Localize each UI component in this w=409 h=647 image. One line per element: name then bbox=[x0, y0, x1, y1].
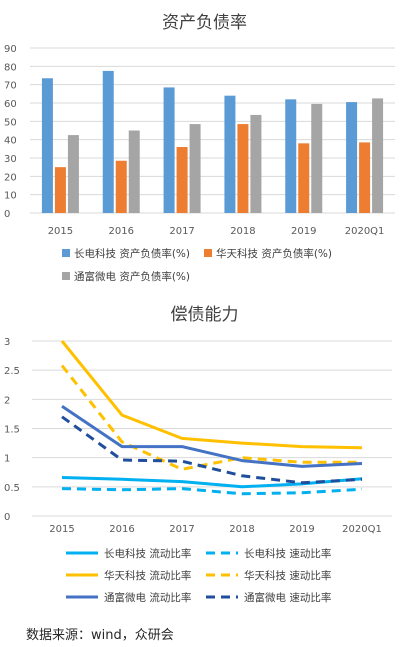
bar bbox=[102, 70, 114, 214]
y-tick-label: 20 bbox=[4, 172, 17, 183]
bar bbox=[67, 135, 79, 213]
series-line bbox=[61, 405, 363, 468]
bar bbox=[163, 87, 175, 213]
x-tick-label: 2020Q1 bbox=[342, 524, 382, 535]
x-tick-label: 2016 bbox=[109, 226, 134, 237]
bar bbox=[54, 167, 66, 213]
series-line bbox=[61, 487, 363, 496]
y-tick-label: 0.5 bbox=[4, 483, 20, 494]
legend-swatch bbox=[204, 249, 212, 257]
bar bbox=[176, 147, 188, 213]
legend-label: 长电科技 速动比率 bbox=[244, 547, 331, 560]
y-tick-label: 0 bbox=[4, 209, 10, 220]
legend-label: 通富微电 资产负债率(%) bbox=[74, 270, 190, 283]
y-tick-label: 80 bbox=[4, 62, 17, 73]
y-tick-label: 30 bbox=[4, 154, 17, 165]
y-tick-label: 10 bbox=[4, 191, 17, 202]
data-source-note: 数据来源：wind，众研会 bbox=[26, 628, 174, 643]
bar bbox=[41, 78, 53, 213]
y-tick-label: 90 bbox=[4, 44, 17, 55]
y-tick-label: 3 bbox=[4, 337, 10, 348]
legend-label: 华天科技 资产负债率(%) bbox=[216, 247, 332, 260]
legend-label: 华天科技 流动比率 bbox=[104, 569, 191, 582]
y-tick-label: 60 bbox=[4, 99, 17, 110]
legend-label: 长电科技 资产负债率(%) bbox=[74, 247, 190, 260]
bar bbox=[285, 99, 297, 213]
series-line bbox=[60, 364, 362, 471]
x-tick-label: 2018 bbox=[229, 524, 254, 535]
x-tick-label: 2018 bbox=[230, 226, 255, 237]
chart-title-solvency: 偿债能力 bbox=[170, 305, 239, 325]
y-tick-label: 0 bbox=[4, 512, 10, 523]
y-tick-label: 50 bbox=[4, 117, 17, 128]
bar bbox=[346, 102, 358, 213]
chart-title-debt-ratio: 资产负债率 bbox=[162, 13, 247, 33]
bar bbox=[128, 130, 140, 213]
x-tick-label: 2019 bbox=[291, 226, 316, 237]
legend-swatch bbox=[62, 272, 70, 280]
x-tick-label: 2017 bbox=[169, 524, 194, 535]
bar bbox=[311, 103, 323, 213]
y-tick-label: 1 bbox=[4, 454, 10, 465]
bar bbox=[237, 124, 249, 213]
x-tick-label: 2019 bbox=[289, 524, 314, 535]
y-tick-label: 70 bbox=[4, 81, 17, 92]
x-tick-label: 2015 bbox=[48, 226, 73, 237]
y-tick-label: 40 bbox=[4, 136, 17, 147]
legend-label: 长电科技 流动比率 bbox=[104, 547, 191, 560]
x-tick-label: 2020Q1 bbox=[345, 226, 385, 237]
bar bbox=[189, 124, 201, 213]
bar bbox=[224, 95, 236, 213]
series-line bbox=[60, 340, 363, 450]
series-line bbox=[61, 476, 363, 489]
series-line bbox=[61, 415, 363, 485]
bar bbox=[372, 98, 384, 213]
y-tick-label: 1.5 bbox=[4, 425, 20, 436]
x-tick-label: 2015 bbox=[49, 524, 74, 535]
x-tick-label: 2017 bbox=[169, 226, 194, 237]
legend-label: 通富微电 速动比率 bbox=[244, 591, 331, 604]
bar bbox=[359, 142, 371, 213]
legend-label: 华天科技 速动比率 bbox=[244, 569, 331, 582]
bar bbox=[250, 114, 262, 213]
y-tick-label: 2 bbox=[4, 395, 10, 406]
legend-label: 通富微电 流动比率 bbox=[104, 591, 191, 604]
bar bbox=[298, 143, 310, 213]
x-tick-label: 2016 bbox=[109, 524, 134, 535]
y-tick-label: 2.5 bbox=[4, 366, 20, 377]
bar bbox=[115, 160, 127, 213]
legend-swatch bbox=[62, 249, 70, 257]
